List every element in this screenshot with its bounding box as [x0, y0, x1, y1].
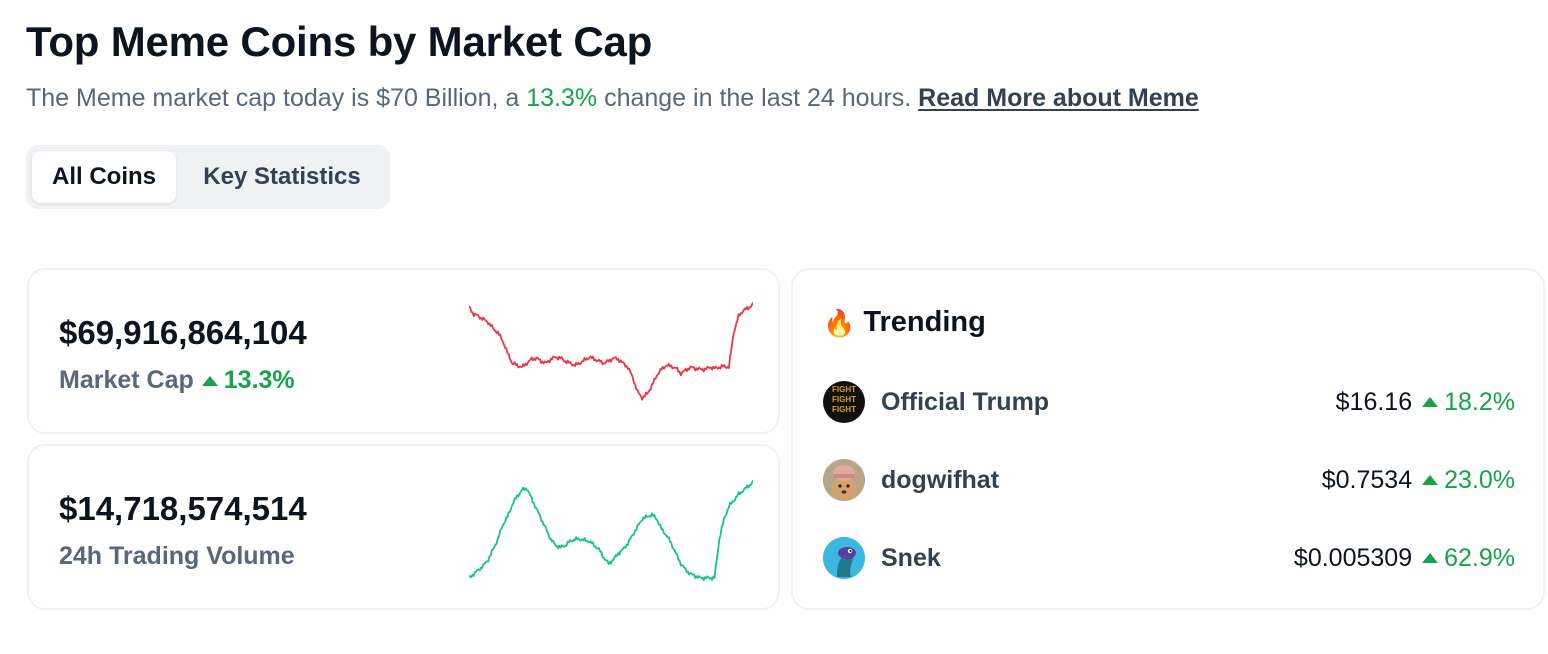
coin-change-value: 62.9% — [1444, 543, 1515, 572]
fire-icon: 🔥 — [823, 307, 856, 338]
market-cap-label-row: Market Cap 13.3% — [59, 366, 295, 395]
coin-name: Official Trump — [881, 387, 1050, 416]
trending-card: 🔥 Trending FIGHT FIGHT FIGHT Official Trum… — [791, 268, 1545, 610]
trading-volume-label: 24h Trading Volume — [59, 542, 295, 570]
sparkline-path — [469, 480, 753, 582]
subtitle-prefix: The Meme market cap today is $70 Billion… — [26, 84, 527, 112]
trump-avatar: FIGHT FIGHT FIGHT — [823, 381, 865, 423]
coin-price: $0.7534 — [1321, 465, 1413, 494]
trading-volume-label-row: 24h Trading Volume — [59, 542, 295, 571]
coin-price-group: $16.16 18.2% — [1336, 388, 1515, 417]
subtitle-change: 13.3% — [526, 84, 598, 112]
caret-up-icon — [201, 375, 218, 386]
page-subtitle: The Meme market cap today is $70 Billion… — [26, 84, 1199, 113]
subtitle-suffix: change in the last 24 hours. — [597, 84, 919, 112]
trending-row[interactable]: FIGHT FIGHT FIGHT Official Trump $16.16 18… — [823, 380, 1515, 424]
market-cap-change: 13.3% — [201, 366, 295, 395]
coin-change: 62.9% — [1422, 544, 1515, 573]
trending-row[interactable]: dogwifhat $0.7534 23.0% — [823, 458, 1515, 502]
caret-up-icon — [1422, 397, 1439, 407]
dogwifhat-avatar — [823, 459, 865, 501]
coin-name: dogwifhat — [881, 465, 1000, 494]
coin-price-group: $0.005309 62.9% — [1294, 544, 1515, 573]
market-cap-sparkline — [469, 302, 753, 401]
coin-change-value: 18.2% — [1444, 387, 1515, 416]
trading-volume-card: $14,718,574,514 24h Trading Volume — [27, 444, 780, 610]
coin-change: 18.2% — [1422, 388, 1515, 417]
market-cap-card: $69,916,864,104 Market Cap 13.3% — [27, 268, 780, 434]
tab-key-statistics[interactable]: Key Statistics — [203, 163, 361, 190]
coin-price: $0.005309 — [1293, 543, 1413, 572]
trading-volume-value: $14,718,574,514 — [59, 490, 307, 527]
read-more-link[interactable]: Read More about Meme — [918, 84, 1199, 112]
coin-change: 23.0% — [1422, 466, 1515, 495]
sparkline-path — [469, 302, 753, 401]
trending-title: Trending — [863, 306, 986, 338]
caret-up-icon — [1422, 553, 1439, 563]
page-title: Top Meme Coins by Market Cap — [26, 18, 653, 65]
snek-avatar — [823, 537, 865, 579]
trading-volume-sparkline — [469, 480, 753, 582]
market-cap-label: Market Cap — [59, 366, 194, 394]
trending-row[interactable]: Snek $0.005309 62.9% — [823, 536, 1515, 580]
tab-all-coins[interactable]: All Coins — [32, 151, 176, 203]
coin-name: Snek — [881, 543, 941, 572]
view-tabs: All Coins Key Statistics — [26, 145, 390, 209]
coin-price-group: $0.7534 23.0% — [1322, 466, 1515, 495]
trending-header: 🔥 Trending — [823, 306, 986, 339]
caret-up-icon — [1422, 475, 1439, 485]
coin-price: $16.16 — [1335, 387, 1413, 416]
coin-change-value: 23.0% — [1444, 465, 1515, 494]
market-cap-change-value: 13.3% — [223, 366, 295, 394]
market-cap-value: $69,916,864,104 — [59, 314, 307, 351]
